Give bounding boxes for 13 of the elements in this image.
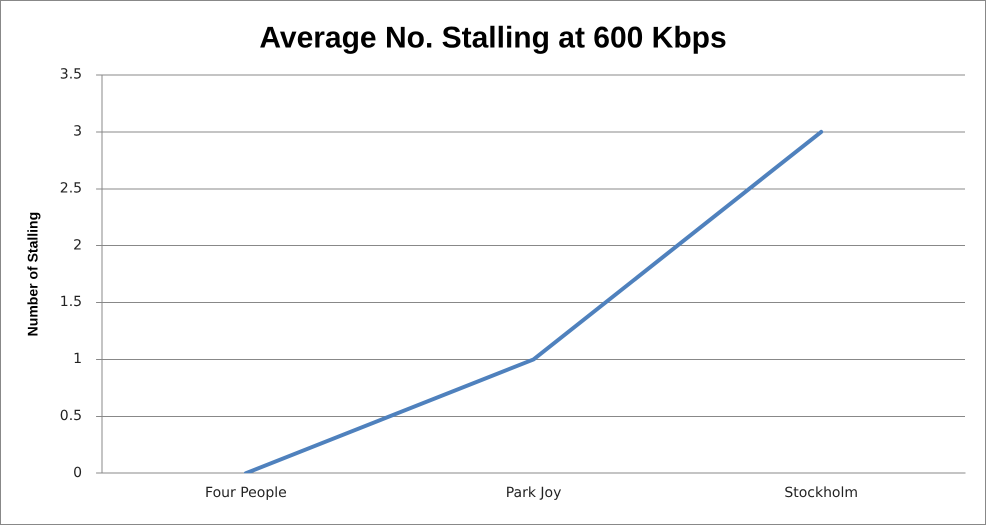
y-tick-label: 1.5 bbox=[60, 294, 82, 310]
y-tick-label: 0.5 bbox=[60, 408, 82, 424]
x-tick-label: Stockholm bbox=[784, 485, 858, 502]
y-tick-label: 3.5 bbox=[60, 66, 82, 83]
y-tick-label: 2.5 bbox=[60, 180, 82, 196]
x-tick-label: Four People bbox=[205, 485, 287, 502]
chart-title: Average No. Stalling at 600 Kbps bbox=[259, 21, 727, 54]
x-tick-label: Park Joy bbox=[506, 485, 562, 502]
y-tick-label: 0 bbox=[73, 464, 82, 481]
y-tick-label: 2 bbox=[73, 237, 82, 254]
y-tick-label: 1 bbox=[73, 351, 82, 368]
y-axis-title: Number of Stalling bbox=[24, 212, 40, 336]
y-tick-label: 3 bbox=[73, 124, 82, 140]
